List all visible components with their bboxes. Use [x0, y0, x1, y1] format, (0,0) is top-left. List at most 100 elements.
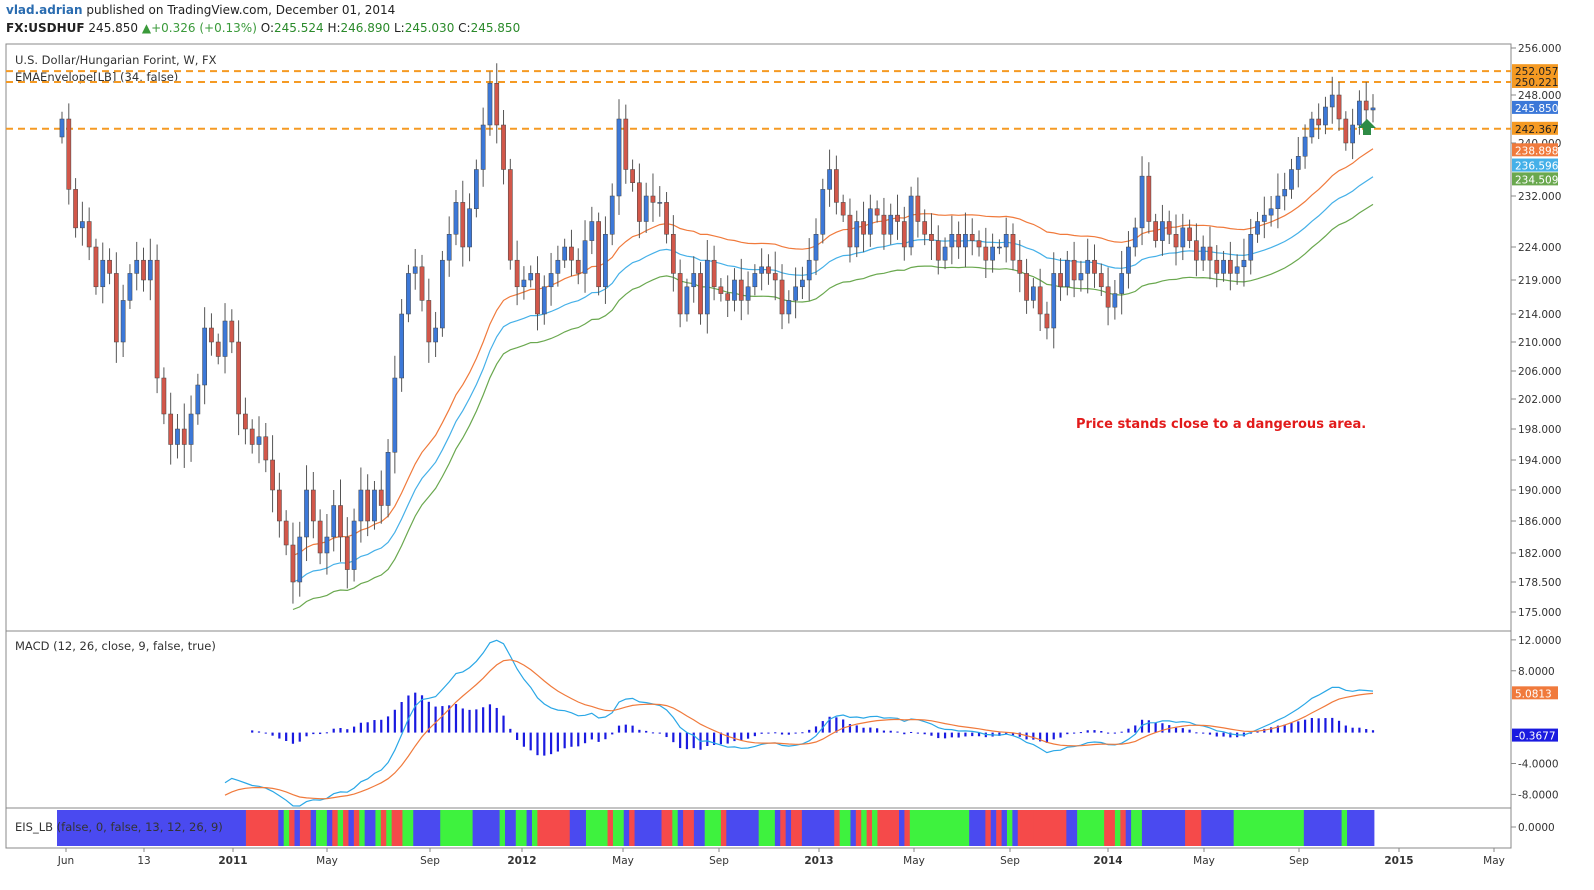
candle-body [1119, 273, 1125, 294]
candle-body [1309, 118, 1315, 138]
macd-tag-hist-bg [1512, 728, 1558, 742]
candle-body [1044, 313, 1050, 329]
last-price: 245.850 [88, 21, 139, 35]
eis-bar [305, 810, 312, 846]
eis-panel-title: EIS_LB (false, 0, false, 13, 12, 26, 9) [15, 820, 223, 834]
macd-histogram-bar [814, 726, 818, 733]
eis-bar [224, 810, 231, 846]
eis-bar [218, 810, 225, 846]
signal-line [224, 659, 1374, 800]
y-tick-label: 219.000 [1518, 275, 1561, 287]
candle-body [446, 234, 452, 261]
candle-body [528, 273, 534, 281]
macd-histogram-bar [780, 732, 784, 735]
eis-bar [94, 810, 101, 846]
eis-bar [110, 810, 117, 846]
candle-body [1187, 227, 1192, 241]
x-tick-label: May [1193, 855, 1215, 867]
candle-body [956, 234, 961, 248]
candle-body [772, 273, 778, 281]
author-link[interactable]: vlad.adrian [6, 3, 83, 17]
eis-bar [688, 810, 695, 846]
macd-histogram-bar [1317, 718, 1320, 733]
eis-bar [1093, 810, 1100, 846]
chart-area[interactable]: U.S. Dollar/Hungarian Forint, W, FX EMAE… [0, 40, 1594, 890]
eis-bar [83, 810, 90, 846]
x-tick-label: 2014 [1093, 855, 1122, 867]
candle-body [297, 536, 303, 583]
candle-body [195, 384, 201, 415]
eis-bar [1006, 810, 1013, 846]
price-panel[interactable]: U.S. Dollar/Hungarian Forint, W, FX EMAE… [5, 43, 1512, 632]
candle-body [290, 544, 296, 583]
eis-bar [704, 810, 711, 846]
candle-body [1350, 124, 1355, 144]
eis-bar [834, 810, 841, 846]
macd-histogram-bar [611, 732, 614, 735]
macd-histogram-bar [685, 732, 689, 750]
macd-histogram-bar [1222, 732, 1225, 737]
ema-fast-line [292, 148, 1374, 556]
candle-body [1234, 266, 1240, 274]
candle-body [779, 279, 785, 315]
candle-body [915, 195, 921, 222]
eis-bar [181, 810, 187, 846]
macd-histogram-bar [1276, 725, 1280, 733]
candle-body [963, 234, 968, 248]
annotation-text: Price stands close to a dangerous area. [1076, 417, 1366, 432]
candle-body [1227, 259, 1233, 274]
eis-bar [1233, 810, 1240, 846]
price-tag-ema_fast: 238.898 [1515, 145, 1558, 157]
macd-histogram-bar [529, 732, 532, 751]
eis-bar [531, 810, 538, 846]
candle-body [738, 279, 744, 301]
eis-bar [866, 810, 873, 846]
candle-body [331, 505, 337, 538]
eis-bar [278, 810, 285, 846]
candle-body [168, 413, 174, 445]
eis-bar [764, 810, 770, 846]
candle-body [881, 214, 887, 235]
macd-histogram-bar [346, 729, 349, 733]
macd-panel[interactable]: MACD (12, 26, close, 9, false, true) [5, 630, 1512, 809]
price-tag-level-bg [1512, 64, 1558, 78]
symbol-label[interactable]: FX:USDHUF [6, 21, 85, 35]
macd-histogram-bar [407, 695, 410, 733]
eis-bar [1293, 810, 1299, 846]
candle-body [562, 246, 568, 261]
y-axis[interactable]: 256.000248.000240.000232.000224.000219.0… [1511, 43, 1561, 834]
candle-body [1105, 286, 1111, 308]
x-tick-label: May [316, 855, 338, 867]
candle-body [834, 169, 839, 203]
eis-bar [1109, 810, 1116, 846]
price-tag-ema_slow: 234.509 [1515, 174, 1558, 186]
eis-bar [1201, 810, 1208, 846]
eis-bar [742, 810, 749, 846]
eis-panel[interactable]: EIS_LB (false, 0, false, 13, 12, 26, 9) [5, 807, 1512, 849]
macd-histogram-bar [563, 732, 566, 749]
x-tick-label: 2011 [218, 855, 247, 867]
eis-bar [1228, 810, 1235, 846]
macd-histogram-bar [1290, 722, 1293, 733]
candle-body [677, 273, 683, 315]
candle-body [1207, 246, 1213, 261]
eis-bar [1147, 810, 1154, 846]
x-axis[interactable]: Jun 13 2011 May Sep 2012 May Sep 2013 May Sep 2014 M… [6, 847, 1511, 867]
candle-body [854, 221, 860, 248]
macd-histogram-bar [1079, 732, 1083, 734]
candle-body [616, 118, 622, 197]
macd-histogram-bar [305, 732, 308, 737]
candle-body [1092, 259, 1097, 274]
eis-bar [100, 810, 106, 846]
eis-bar [78, 810, 85, 846]
macd-histogram-bar [665, 732, 668, 738]
candle-body [657, 202, 663, 204]
eis-bar [823, 810, 830, 846]
candle-body [575, 259, 581, 274]
candle-body [222, 320, 228, 357]
candle-body [1268, 208, 1274, 216]
candle-body [59, 118, 65, 138]
eis-bar [283, 810, 290, 846]
price-tag-ema_fast-bg [1512, 143, 1558, 157]
macd-histogram-bar [746, 732, 750, 739]
